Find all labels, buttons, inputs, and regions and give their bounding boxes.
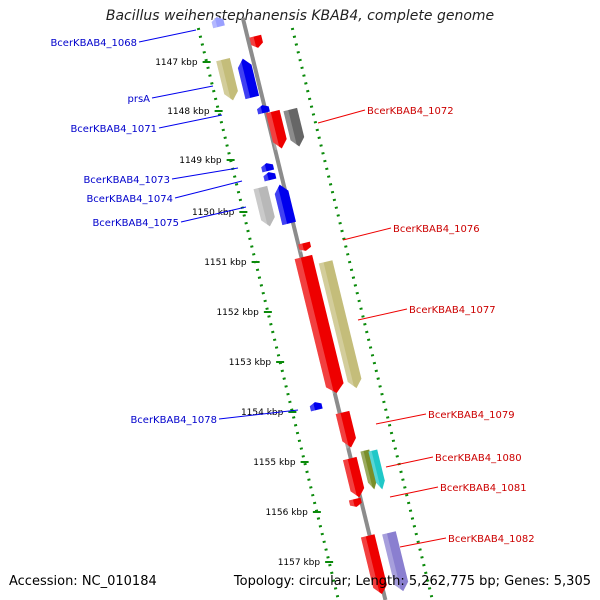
gene-label: BcerKBAB4_1072 [367,106,454,117]
gene-block-prsA [235,58,260,100]
gene-block-1072-red [265,109,287,151]
tick-label: 1147 kbp [155,58,198,68]
leader-line [171,167,239,180]
gene-block-1082-red [360,534,387,596]
tick-label: 1153 kbp [229,358,272,368]
gene-block-1080 [342,456,365,500]
tick-label: 1152 kbp [216,308,259,318]
gene-block-1075-gray [253,185,275,229]
leader-line [151,85,214,99]
tick-label: 1157 kbp [278,558,321,568]
tick-label: 1148 kbp [167,107,210,117]
gene-label: BcerKBAB4_1073 [83,175,170,186]
gene-label: BcerKBAB4_1075 [92,218,179,229]
gene-label: BcerKBAB4_1079 [428,410,515,421]
leader-line [174,180,243,199]
gene-label: BcerKBAB4_1068 [50,38,137,49]
leader-line [389,486,439,498]
leader-line [317,109,366,124]
tick-label: 1156 kbp [265,508,308,518]
tick-label: 1151 kbp [204,258,247,268]
leader-line [218,409,299,420]
gene-label: BcerKBAB4_1082 [448,534,535,545]
gene-label: BcerKBAB4_1078 [130,415,217,426]
gene-block-1079 [335,410,356,450]
gene-block-1077-red [294,254,344,396]
gene-label: BcerKBAB4_1080 [435,453,522,464]
gene-block-1072-gray [283,107,305,149]
gene-label: BcerKBAB4_1076 [393,224,480,235]
gene-block-1074-small [262,172,277,182]
gene-block-1078 [309,402,323,412]
gene-label: BcerKBAB4_1071 [70,124,157,135]
map-title: Bacillus weihenstephanensis KBAB4, compl… [105,8,495,24]
tick-label: 1154 kbp [241,408,284,418]
gene-block-1077-olive [318,260,362,390]
gene-block-1075 [272,184,296,226]
leader-line [375,413,427,425]
tick-label: 1149 kbp [179,156,222,166]
gene-label: prsA [127,94,150,105]
gene-label: BcerKBAB4_1081 [440,483,527,494]
gene-block-1076 [298,241,312,253]
leader-line [385,456,434,468]
leader-line [357,308,408,321]
genome-summary-text: Topology: circular; Length: 5,262,775 bp… [233,574,591,589]
gene-block-prsA-olive [216,57,238,103]
gene-block-1081 [348,497,362,509]
leader-line [342,227,392,241]
gene-label: BcerKBAB4_1077 [409,305,496,316]
tick-label: 1150 kbp [192,208,235,218]
accession-text: Accession: NC_010184 [9,574,157,589]
gene-label: BcerKBAB4_1074 [86,194,173,205]
gene-block-top-red [249,34,263,50]
gene-block-1082-purple [382,531,409,593]
leader-line [180,206,247,223]
gene-block-1080-cyan [368,449,385,491]
leader-line [158,114,223,129]
gene-block-1068 [210,17,225,29]
gene-block-1080-green [360,449,377,491]
gene-block-1073 [260,163,275,173]
gene-block-1071 [256,105,270,115]
leader-line [138,29,197,43]
leader-line [399,537,447,548]
tick-label: 1155 kbp [253,458,296,468]
